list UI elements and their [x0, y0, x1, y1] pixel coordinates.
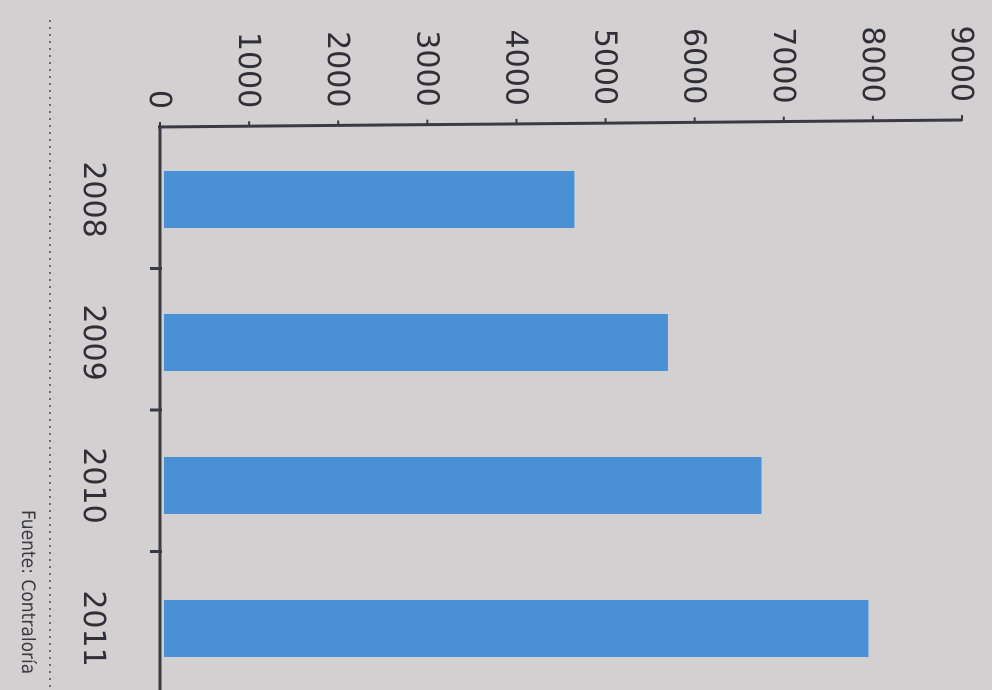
- value-axis-line: [157, 118, 963, 129]
- category-label-2011: 2011: [76, 590, 111, 666]
- x-tick-label-7000: 7000: [766, 27, 801, 103]
- category-label-2010: 2010: [76, 447, 111, 523]
- bar-2010: [164, 457, 762, 514]
- x-tick-label-8000: 8000: [855, 26, 890, 102]
- x-tick-label-3000: 3000: [409, 30, 444, 106]
- x-tick-label-1000: 1000: [231, 32, 266, 108]
- x-tick-label-0: 0: [142, 90, 177, 109]
- bar-2009: [164, 314, 668, 371]
- x-tick-label-5000: 5000: [588, 29, 623, 105]
- bar-2008: [164, 171, 575, 228]
- category-label-2009: 2009: [76, 304, 111, 380]
- source-note: Fuente: Contraloría: [17, 510, 39, 674]
- x-tick-label-4000: 4000: [498, 30, 533, 106]
- category-label-2008: 2008: [76, 161, 111, 237]
- x-tick-label-6000: 6000: [677, 28, 712, 104]
- x-tick-label-2000: 2000: [320, 31, 355, 107]
- x-tick-label-9000: 9000: [944, 26, 979, 102]
- bar-2011: [164, 600, 869, 657]
